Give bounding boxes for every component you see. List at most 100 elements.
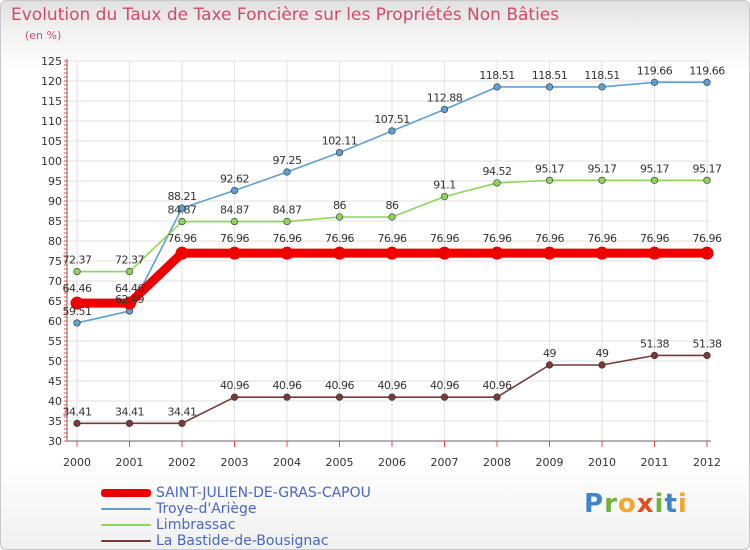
x-tick-label: 2010 [588,456,616,469]
data-point-saint-julien [123,296,136,310]
data-point-troye [335,148,344,157]
data-point-la-bastide [650,351,659,360]
data-label-saint-julien: 76.96 [273,232,302,245]
data-point-la-bastide [125,419,134,427]
x-tick-label: 2011 [641,456,669,469]
data-label-limbrassac: 84.87 [273,204,302,217]
data-label-la-bastide: 40.96 [378,379,407,392]
data-point-la-bastide [440,393,449,401]
data-point-limbrassac [388,213,396,221]
data-label-limbrassac: 91.1 [433,179,456,192]
legend-label-saint-julien: SAINT-JULIEN-DE-GRAS-CAPOU [156,485,371,501]
data-point-saint-julien [385,246,399,260]
data-point-la-bastide [335,393,344,401]
data-point-la-bastide [230,393,239,401]
data-label-limbrassac: 95.17 [535,162,564,175]
data-label-limbrassac: 86 [386,199,399,212]
data-point-la-bastide [388,393,396,401]
data-point-la-bastide [703,351,711,360]
legend-swatch-saint-julien [101,489,151,497]
data-label-la-bastide: 51.38 [640,337,669,350]
chart-title: Evolution du Taux de Taxe Foncière sur l… [11,5,560,25]
data-label-saint-julien: 64.46 [115,282,144,295]
data-point-saint-julien [175,246,189,260]
y-tick-label: 90 [48,195,62,208]
data-point-saint-julien [70,296,84,310]
data-point-la-bastide [598,361,606,369]
x-tick-label: 2009 [536,456,564,469]
data-point-troye [230,186,239,195]
data-label-saint-julien: 64.46 [63,282,92,295]
data-point-limbrassac [440,193,449,201]
data-label-saint-julien: 76.96 [430,232,459,245]
y-tick-label: 55 [48,335,62,348]
legend-swatch-la-bastide [101,540,151,542]
data-label-la-bastide: 40.96 [273,379,302,392]
data-point-troye [598,83,606,91]
y-tick-label: 40 [48,395,62,408]
legend-item-limbrassac: Limbrassac [101,517,421,533]
data-label-troye: 118.51 [479,69,515,82]
data-label-limbrassac: 72.37 [115,254,144,267]
data-label-troye: 112.88 [427,91,463,104]
data-point-saint-julien [438,246,451,260]
y-tick-label: 125 [41,55,62,68]
data-point-la-bastide [493,393,501,401]
data-point-limbrassac [125,267,134,276]
data-label-limbrassac: 86 [333,199,346,212]
y-tick-label: 100 [41,155,62,168]
x-tick-label: 2000 [63,456,91,469]
data-label-limbrassac: 95.17 [640,162,669,175]
data-label-la-bastide: 34.41 [168,405,197,418]
legend-swatch-limbrassac [101,524,151,526]
x-tick-label: 2005 [326,456,354,469]
data-point-limbrassac [598,176,606,184]
data-point-troye [178,204,186,212]
proxiti-logo: Proxiti [584,489,688,519]
data-label-limbrassac: 72.37 [63,254,92,267]
y-tick-label: 70 [48,275,62,288]
data-point-troye [545,83,554,91]
data-point-limbrassac [703,176,711,184]
x-tick-label: 2006 [378,456,406,469]
y-tick-label: 85 [48,215,62,228]
data-label-la-bastide: 34.41 [115,405,144,418]
logo-letter: r [604,489,618,519]
logo-letter: P [584,489,605,519]
data-point-limbrassac [493,179,501,187]
data-label-limbrassac: 95.17 [588,162,617,175]
data-label-la-bastide: 40.96 [220,379,249,392]
y-tick-label: 60 [48,315,62,328]
data-label-troye: 62.49 [115,293,144,306]
data-label-troye: 92.62 [220,173,249,186]
data-point-saint-julien [280,246,294,260]
data-label-troye: 102.11 [322,135,358,148]
legend: SAINT-JULIEN-DE-GRAS-CAPOU Troye-d'Arièg… [101,485,421,549]
y-tick-label: 110 [41,115,62,128]
y-tick-label: 35 [48,415,62,428]
logo-letter: t [664,489,678,519]
logo-letter: o [617,489,637,519]
x-tick-label: 2002 [168,456,196,469]
data-point-la-bastide [283,393,291,401]
data-label-saint-julien: 76.96 [640,232,669,245]
data-label-troye: 107.51 [374,113,410,126]
y-tick-label: 105 [41,135,62,148]
data-point-limbrassac [230,217,239,226]
y-tick-label: 95 [48,175,62,188]
data-point-troye [73,319,81,327]
x-tick-label: 2004 [273,456,301,469]
data-point-troye [703,78,711,86]
logo-letter: i [654,489,665,519]
data-point-saint-julien [700,246,714,260]
data-label-saint-julien: 76.96 [693,232,722,245]
data-label-limbrassac: 94.52 [483,165,512,178]
data-label-troye: 59.51 [63,305,92,318]
data-label-la-bastide: 40.96 [483,379,512,392]
data-point-limbrassac [650,176,659,184]
y-tick-label: 115 [41,95,62,108]
y-tick-label: 120 [41,75,62,88]
legend-label-limbrassac: Limbrassac [156,517,236,533]
data-label-troye: 118.51 [584,69,620,82]
